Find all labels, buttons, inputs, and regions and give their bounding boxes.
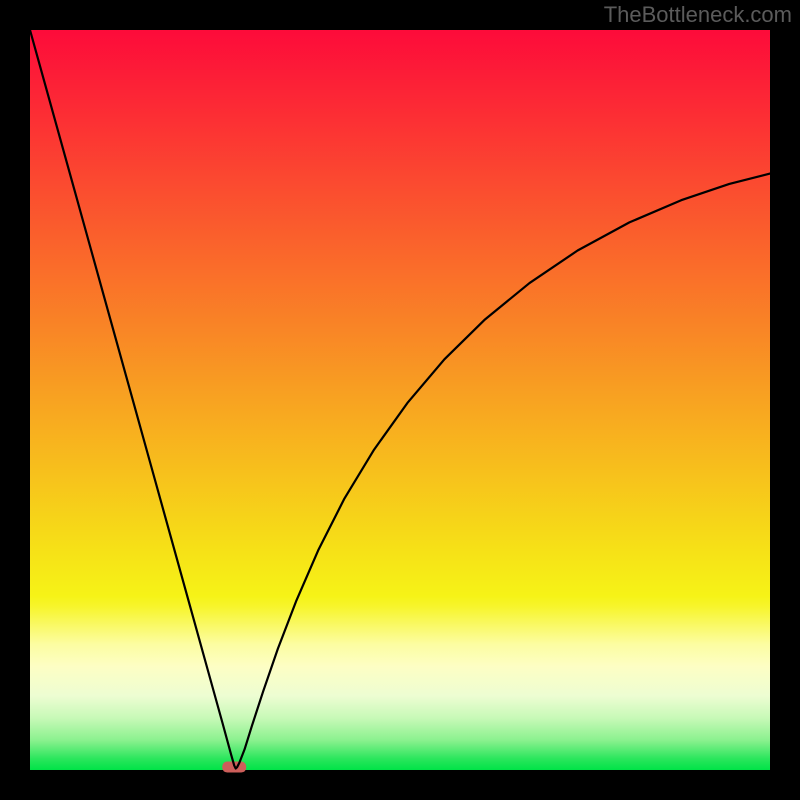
bottleneck-chart: [0, 0, 800, 800]
plot-background: [30, 30, 770, 770]
chart-container: TheBottleneck.com: [0, 0, 800, 800]
